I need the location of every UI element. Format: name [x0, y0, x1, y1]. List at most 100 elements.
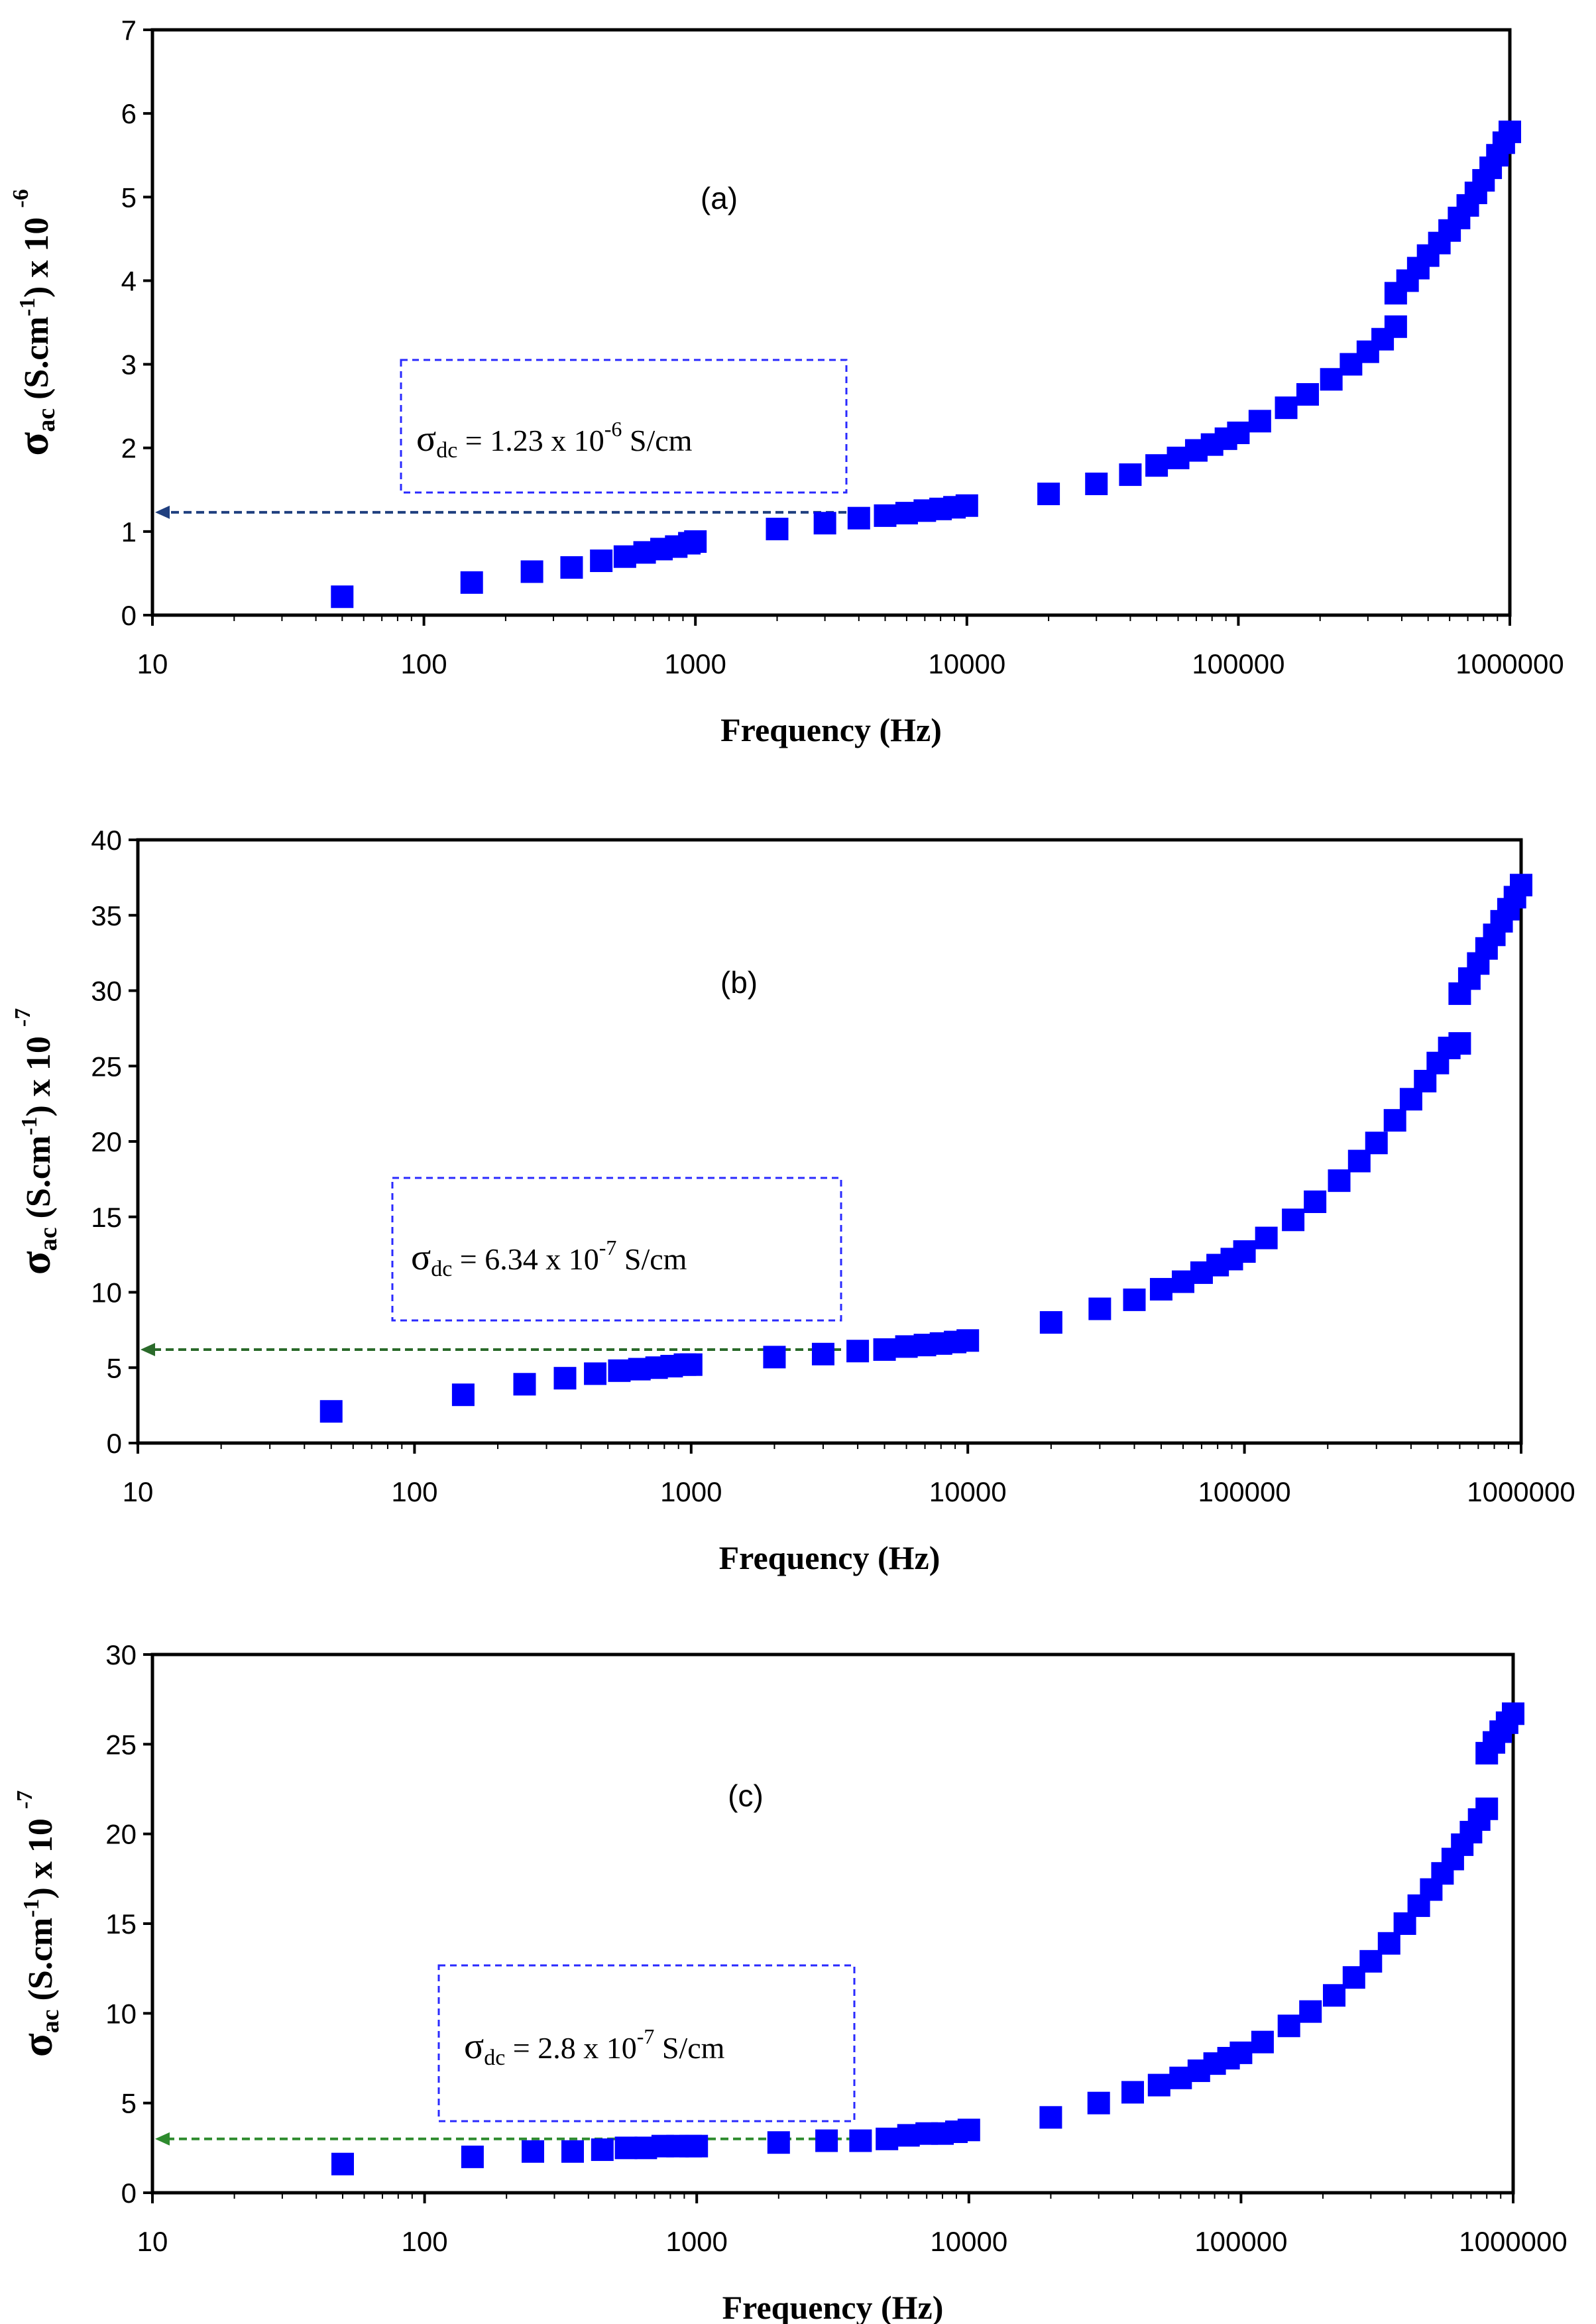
y-label-multiplier: ) x 10	[18, 217, 56, 298]
dc-arrow-head	[155, 505, 170, 519]
data-point	[766, 518, 789, 541]
y-label-subscript: ac	[34, 1227, 62, 1251]
data-point	[1149, 1277, 1172, 1301]
data-point	[847, 506, 870, 530]
data-point	[1320, 368, 1343, 391]
data-point	[1277, 2014, 1300, 2038]
annotation-unit: S/cm	[616, 1242, 687, 1276]
y-label-multiplier: ) x 10	[22, 1818, 60, 1898]
data-point	[1282, 1208, 1305, 1232]
data-point	[1304, 1191, 1327, 1213]
data-point	[873, 1338, 896, 1361]
data-point	[846, 1340, 870, 1363]
x-tick-label: 1000	[660, 1476, 722, 1507]
data-point	[957, 2119, 980, 2142]
x-tick-label: 10000	[929, 1476, 1007, 1507]
y-label-subscript: ac	[36, 2009, 64, 2033]
data-point	[608, 1359, 631, 1382]
data-point	[1296, 382, 1319, 406]
y-label-unit: (S.cm	[18, 316, 56, 408]
data-point	[1322, 1984, 1345, 2007]
data-point	[1229, 2041, 1253, 2064]
annotation-exponent: -7	[599, 1236, 617, 1259]
data-point	[1255, 1226, 1278, 1249]
data-point	[956, 1329, 980, 1352]
y-tick-label: 25	[105, 1729, 137, 1760]
data-point	[1087, 2091, 1110, 2115]
data-point	[451, 1383, 475, 1407]
data-point	[684, 530, 707, 553]
y-tick-label: 6	[121, 98, 137, 129]
x-tick-label: 100000	[1192, 648, 1284, 679]
y-tick-label: 10	[105, 1998, 137, 2029]
y-tick-label: 15	[91, 1202, 122, 1233]
data-point	[876, 2127, 899, 2150]
y-label-subscript: ac	[32, 408, 60, 432]
y-tick-label: 7	[121, 15, 137, 46]
y-tick-label: 15	[105, 1908, 137, 1940]
annotation-box	[391, 1177, 842, 1322]
data-point	[1448, 1032, 1471, 1055]
y-tick-label: 5	[121, 182, 137, 213]
data-point	[1328, 1169, 1351, 1192]
y-label-unit: (S.cm	[22, 1918, 60, 2010]
data-point	[1499, 120, 1521, 143]
annotation-sigma: σ	[411, 1237, 431, 1278]
annotation-equation: = 1.23 x 10	[457, 424, 604, 457]
data-point	[1037, 483, 1060, 506]
data-point	[679, 1353, 703, 1376]
x-tick-label: 100000	[1194, 2226, 1287, 2257]
panel-label: (a)	[701, 181, 738, 215]
data-point	[331, 2152, 354, 2176]
annotation-box	[437, 1964, 856, 2122]
x-tick-label: 10000	[930, 2226, 1007, 2257]
y-label-sigma: σ	[9, 432, 58, 456]
data-point	[513, 1373, 536, 1396]
x-axis-label: Frequency (Hz)	[722, 2289, 944, 2324]
panel-label: (c)	[728, 1778, 764, 1813]
data-point	[1123, 1288, 1146, 1311]
data-point	[1384, 315, 1407, 338]
data-point	[1248, 410, 1271, 433]
x-tick-label: 100	[401, 648, 447, 679]
annotation-exponent: -7	[637, 2024, 655, 2048]
data-point	[460, 571, 483, 594]
y-tick-label: 0	[107, 1428, 122, 1459]
data-point	[584, 1362, 607, 1385]
y-tick-label: 4	[121, 265, 137, 296]
y-label-superscript: -1	[19, 1898, 44, 1917]
dc-arrow-head	[141, 1342, 155, 1356]
annotation-equation: = 2.8 x 10	[505, 2031, 636, 2065]
y-tick-label: 0	[121, 2178, 137, 2209]
y-tick-label: 25	[91, 1051, 122, 1082]
data-point	[1377, 1932, 1400, 1955]
y-tick-label: 30	[105, 1639, 137, 1670]
chart-panel-2: 0 5 10 15 20 25 30 35 40 10 100 1000 10000 100000 1000…	[11, 825, 1575, 1576]
data-point	[1502, 1702, 1524, 1725]
annotation-exponent: -6	[604, 417, 622, 441]
data-point	[815, 2129, 838, 2152]
data-point	[1510, 874, 1532, 897]
data-point	[1227, 422, 1250, 445]
sigma-dc-annotation: σdc = 1.23 x 10-6 S/cm	[416, 417, 693, 463]
data-point	[811, 1342, 834, 1365]
y-axis-label: σac (S.cm-1) x 10 -7	[13, 1790, 64, 2057]
data-point	[461, 2145, 484, 2168]
y-label-exponent: -6	[9, 189, 33, 207]
y-label-sigma: σ	[11, 1251, 60, 1275]
data-point	[813, 512, 836, 535]
y-tick-label: 5	[121, 2088, 137, 2119]
y-label-exponent: -7	[11, 1008, 35, 1027]
data-point	[1383, 1109, 1406, 1132]
x-tick-label: 1000000	[1459, 2226, 1568, 2257]
data-point	[1039, 2106, 1062, 2129]
x-tick-label: 10000	[928, 648, 1005, 679]
annotation-unit: S/cm	[622, 424, 692, 457]
x-tick-label: 1000	[664, 648, 726, 679]
data-point	[521, 2140, 544, 2163]
annotation-unit: S/cm	[654, 2031, 724, 2065]
y-tick-label: 5	[107, 1352, 122, 1383]
data-point	[1251, 2030, 1274, 2054]
y-label-exponent: -7	[13, 1790, 37, 1809]
annotation-equation: = 6.34 x 10	[452, 1242, 598, 1276]
